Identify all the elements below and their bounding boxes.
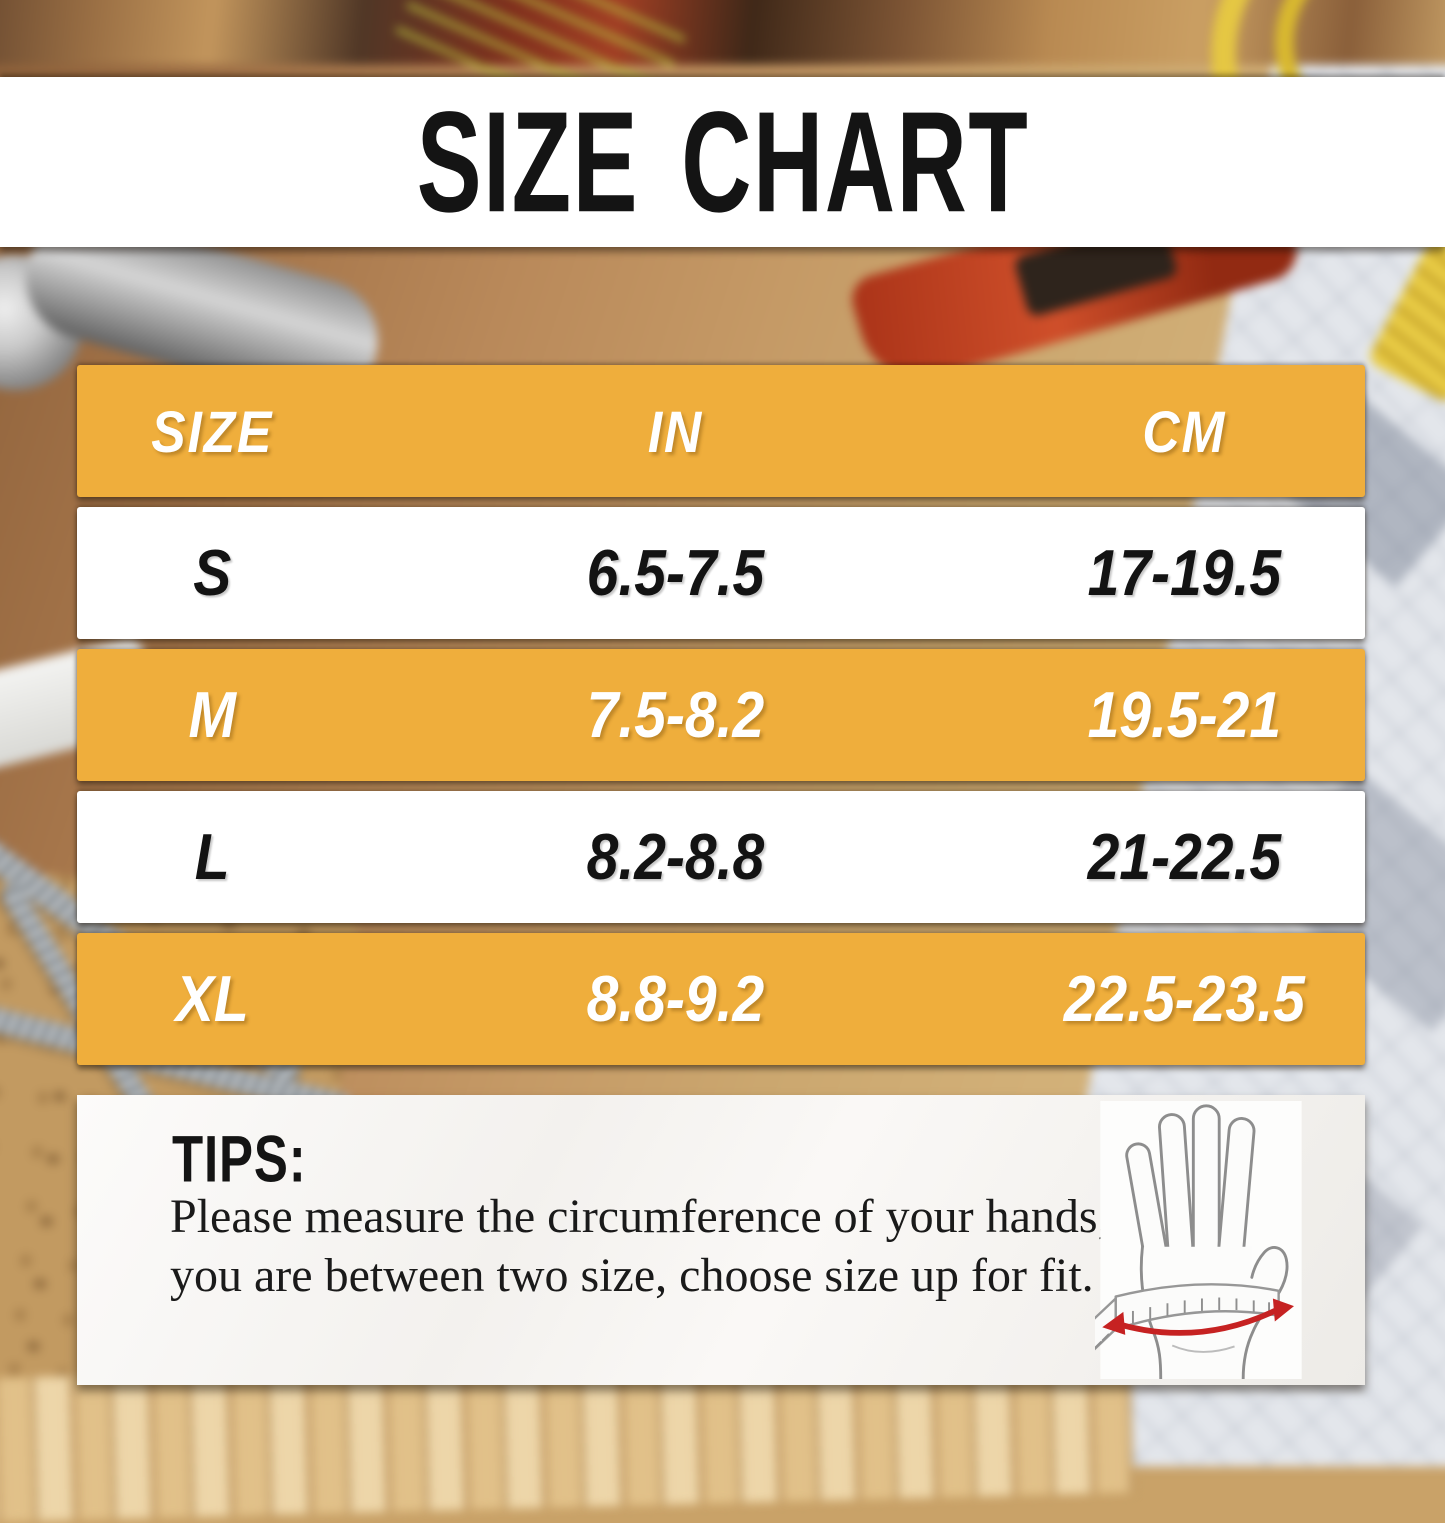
cell-size: S [193, 536, 232, 610]
cell-inches: 7.5-8.2 [587, 678, 765, 752]
hand-measure-icon [1095, 1101, 1302, 1379]
table-header-row: SIZE IN CM [77, 365, 1365, 497]
title-banner: SIZE CHART [0, 77, 1445, 247]
cell-inches: 6.5-7.5 [587, 536, 765, 610]
cell-size: XL [175, 962, 249, 1036]
tips-body-text: Please measure the circumference of your… [170, 1190, 1151, 1302]
size-table: SIZE IN CM S 6.5-7.5 17-19.5 M 7.5-8.2 1… [77, 365, 1365, 1075]
cell-inches: 8.2-8.8 [587, 820, 765, 894]
tools-photo-strip [0, 0, 1445, 65]
header-cell-size: SIZE [151, 397, 274, 465]
cell-size: M [188, 678, 236, 752]
cell-centimeters: 19.5-21 [1087, 678, 1282, 752]
page-title: SIZE CHART [416, 81, 1029, 243]
cell-size: L [194, 820, 230, 894]
tape-tick-marks [1095, 1297, 1271, 1350]
cell-inches: 8.8-9.2 [587, 962, 765, 1036]
table-row-m: M 7.5-8.2 19.5-21 [77, 649, 1365, 781]
table-row-s: S 6.5-7.5 17-19.5 [77, 507, 1365, 639]
table-row-xl: XL 8.8-9.2 22.5-23.5 [77, 933, 1365, 1065]
header-cell-in: IN [648, 397, 704, 465]
cell-centimeters: 17-19.5 [1087, 536, 1282, 610]
cell-centimeters: 21-22.5 [1087, 820, 1282, 894]
tips-panel: TIPS: Please measure the circumference o… [77, 1095, 1365, 1385]
table-row-l: L 8.2-8.8 21-22.5 [77, 791, 1365, 923]
header-cell-cm: CM [1142, 397, 1227, 465]
tips-heading: TIPS: [172, 1122, 307, 1196]
cell-centimeters: 22.5-23.5 [1064, 962, 1306, 1036]
